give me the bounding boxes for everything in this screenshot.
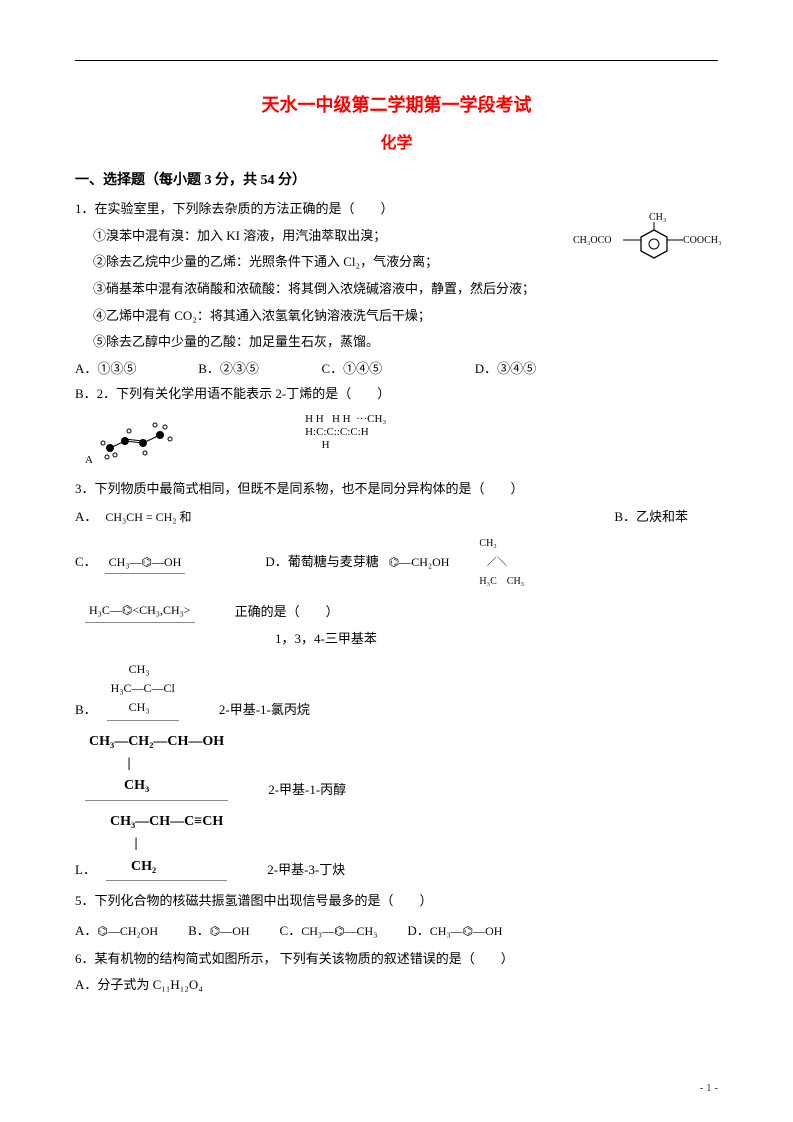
q2-stem: B．2．下列有关化学用语不能表示 2-丁烯的是（ ） — [75, 382, 718, 407]
q1-opt-d: D．③④⑤ — [475, 357, 536, 382]
q3-d: D．葡萄糖与麦芽糖 — [265, 550, 378, 575]
q2-opt-a-figure: A — [85, 413, 205, 467]
q3-c-right: ⌬—CH₂OH — [389, 551, 450, 574]
q5-a: A．⌬—CH₂OH — [75, 920, 158, 939]
q4-r1-name-row: 1，3，4-三甲基苯 — [275, 629, 718, 650]
q4-stem-tail: 正确的是（ ） — [235, 602, 339, 623]
page-number: - 1 - — [700, 1082, 718, 1094]
q4-r1-name: 1，3，4-三甲基苯 — [275, 629, 377, 650]
q1-opt-c: C．①④⑤ — [322, 357, 472, 382]
q3-row-cd: C． CH₃—⌬—OH D．葡萄糖与麦芽糖 ⌬—CH₂OH CH₃ ／＼ H₃C… — [75, 534, 718, 591]
q1-item-4: ④乙烯中混有 CO₂：将其通入浓氢氧化钠溶液洗气后干燥； — [75, 304, 718, 329]
q5-d: D．CH₃—⌬—OH — [407, 920, 502, 939]
top-rule — [75, 60, 718, 61]
q3-stem: 3．下列物质中最简式相同，但既不是同系物，也不是同分异构体的是（ ） — [75, 477, 718, 502]
q1-opt-b: B．②③⑤ — [198, 357, 318, 382]
molecule-right: COOCH₃ — [683, 235, 721, 246]
q2-figures: A H H H H ···CH₃ H:C:C::C:C:H H — [75, 413, 718, 467]
molecule-ch3-top: CH₃ — [649, 212, 666, 223]
q5-b: B．⌬—OH — [188, 920, 249, 939]
q4-row-4: L． CH₃—CH—C≡CH | CH₂ 2-甲基-3-丁炔 — [75, 809, 718, 881]
q3-row-ab: A． CH₃CH = CH₂ 和 B．乙炔和苯 — [75, 505, 718, 530]
q2-opt-b-figure: H H H H ···CH₃ H:C:C::C:C:H H — [305, 413, 386, 467]
q4-r2-label: B． — [75, 700, 97, 721]
q6-stem: 6．某有机物的结构简式如图所示， 下列有关该物质的叙述错误的是（ ） — [75, 947, 718, 972]
section-1-header: 一、选择题（每小题 3 分，共 54 分） — [75, 169, 718, 189]
q3-b: B．乙炔和苯 — [614, 505, 688, 530]
q4-r1-struct: H₃C—⌬<CH₃,CH₃> — [85, 599, 195, 623]
q4-r4-name: 2-甲基-3-丁炔 — [267, 860, 345, 881]
q4-r4-struct: CH₃—CH—C≡CH | CH₂ — [106, 809, 227, 881]
q4-r3-name: 2-甲基-1-丙醇 — [268, 780, 346, 801]
q5-options: A．⌬—CH₂OH B．⌬—OH C．CH₃—⌬—CH₃ D．CH₃—⌬—OH — [75, 920, 718, 939]
q3-a-formula: CH₃CH = CH₂ 和 — [105, 506, 191, 529]
q4-r3-struct: CH₃—CH₂—CH—OH | CH₃ — [85, 729, 228, 801]
q4-row-2: B． CH₃ H₃C—C—Cl CH₃ 2-甲基-1-氯丙烷 — [75, 658, 718, 721]
q3-c-far: CH₃ ／＼ H₃C CH₃ — [479, 534, 524, 591]
q3-a-label: A． — [75, 505, 97, 530]
exam-title-2: 化学 — [75, 129, 718, 153]
q4-r2-name: 2-甲基-1-氯丙烷 — [219, 700, 310, 721]
q1-opt-a: A．①③⑤ — [75, 357, 195, 382]
q4-row-1: H₃C—⌬<CH₃,CH₃> 正确的是（ ） — [75, 599, 718, 623]
q3-c-label: C． — [75, 550, 97, 575]
exam-title-1: 天水一中级第二学期第一学段考试 — [75, 91, 718, 117]
q1-item-3: ③硝基苯中混有浓硝酸和浓硫酸：将其倒入浓烧碱溶液中，静置，然后分液； — [75, 277, 718, 302]
q1-item-5: ⑤除去乙醇中少量的乙酸：加足量生石灰，蒸馏。 — [75, 330, 718, 355]
q1-options: A．①③⑤ B．②③⑤ C．①④⑤ D．③④⑤ — [75, 357, 718, 382]
q3-c-left: CH₃—⌬—OH — [105, 551, 186, 575]
q5-c: C．CH₃—⌬—CH₃ — [280, 920, 378, 939]
q1-molecule-icon: CH₃ CH₃OCO COOCH₃ — [571, 210, 721, 265]
molecule-left: CH₃OCO — [573, 235, 612, 246]
q6-opt-a: A．分子式为 C₁₁H₁₂O₄ — [75, 973, 718, 998]
q5-stem: 5．下列化合物的核磁共振氢谱图中出现信号最多的是（ ） — [75, 889, 718, 914]
q4-row-3: CH₃—CH₂—CH—OH | CH₃ 2-甲基-1-丙醇 — [75, 729, 718, 801]
q4-r4-label: L． — [75, 860, 96, 881]
q4-r2-struct: CH₃ H₃C—C—Cl CH₃ — [107, 658, 179, 721]
